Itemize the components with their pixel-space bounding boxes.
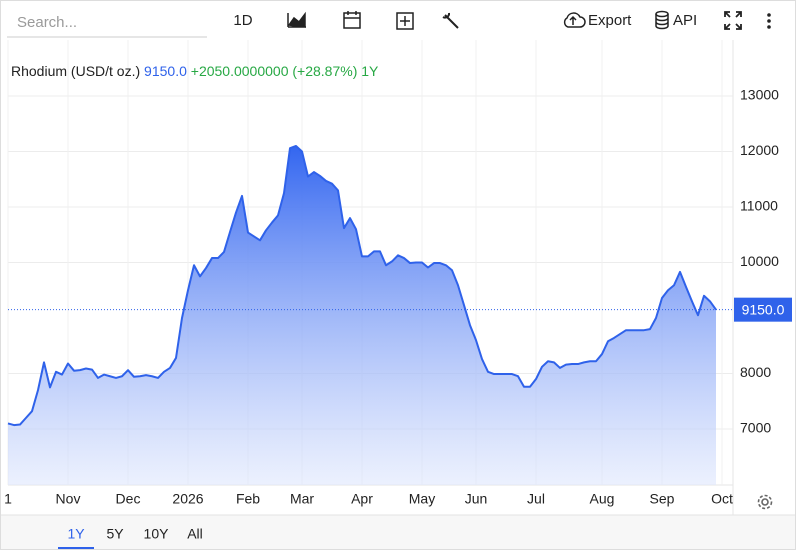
change: +2050.0000000 bbox=[191, 63, 289, 79]
x-tick-label: Nov bbox=[56, 491, 81, 507]
y-tick-label: 7000 bbox=[740, 420, 771, 436]
x-tick-label: 1 bbox=[4, 491, 12, 507]
api-button[interactable]: API bbox=[673, 12, 697, 29]
instrument-name: Rhodium (USD/t oz.) bbox=[11, 63, 140, 79]
search-input[interactable]: Search... bbox=[17, 14, 77, 31]
x-tick-label: 2026 bbox=[172, 491, 203, 507]
range-bar bbox=[1, 515, 795, 549]
fullscreen-icon[interactable] bbox=[724, 11, 742, 30]
export-button[interactable]: Export bbox=[588, 12, 632, 29]
area-fill bbox=[8, 145, 716, 485]
x-tick-label: Dec bbox=[116, 491, 141, 507]
legend-header: Rhodium (USD/t oz.) 9150.0 +2050.0000000… bbox=[11, 63, 379, 79]
x-tick-label: Sep bbox=[650, 491, 675, 507]
price-line bbox=[7, 144, 717, 427]
x-tick-label: Mar bbox=[290, 491, 314, 507]
y-tick-label: 8000 bbox=[740, 364, 771, 380]
tools-icon[interactable] bbox=[442, 12, 459, 29]
last-price-box bbox=[734, 297, 792, 322]
range-button[interactable]: 5Y bbox=[106, 526, 124, 542]
x-tick-label: Apr bbox=[351, 491, 373, 507]
range-buttons: 1Y 5Y 10Y All bbox=[58, 526, 203, 549]
menu-icon[interactable] bbox=[767, 13, 771, 29]
x-tick-label: Oct bbox=[711, 491, 733, 507]
last-price-label: 9150.0 bbox=[742, 301, 785, 317]
calendar-icon[interactable] bbox=[343, 11, 361, 29]
range-button[interactable]: 10Y bbox=[144, 526, 170, 542]
x-tick-label: Jul bbox=[527, 491, 545, 507]
range-button[interactable]: All bbox=[187, 526, 203, 542]
plot-area: 7000 8000 10000 11000 12000 13000 1 Nov Dec 2026 F… bbox=[4, 40, 792, 507]
y-tick-label: 11000 bbox=[740, 198, 778, 214]
add-indicator-icon[interactable] bbox=[396, 12, 414, 30]
y-tick-label: 12000 bbox=[740, 142, 779, 158]
interval-button[interactable]: 1D bbox=[233, 12, 252, 29]
range-button[interactable]: 1Y bbox=[67, 526, 85, 542]
x-tick-label: Feb bbox=[236, 491, 260, 507]
export-icon[interactable] bbox=[563, 12, 586, 28]
x-tick-label: Jun bbox=[465, 491, 488, 507]
range: 1Y bbox=[361, 63, 379, 79]
settings-icon[interactable] bbox=[757, 494, 773, 510]
api-icon[interactable] bbox=[655, 10, 669, 30]
change-percent: (+28.87%) bbox=[292, 63, 357, 79]
last-price: 9150.0 bbox=[144, 63, 187, 79]
y-tick-label: 13000 bbox=[740, 87, 779, 103]
x-tick-label: May bbox=[409, 491, 435, 507]
y-tick-label: 10000 bbox=[740, 253, 779, 269]
x-tick-label: Aug bbox=[590, 491, 615, 507]
chart-type-icon[interactable] bbox=[287, 11, 306, 28]
